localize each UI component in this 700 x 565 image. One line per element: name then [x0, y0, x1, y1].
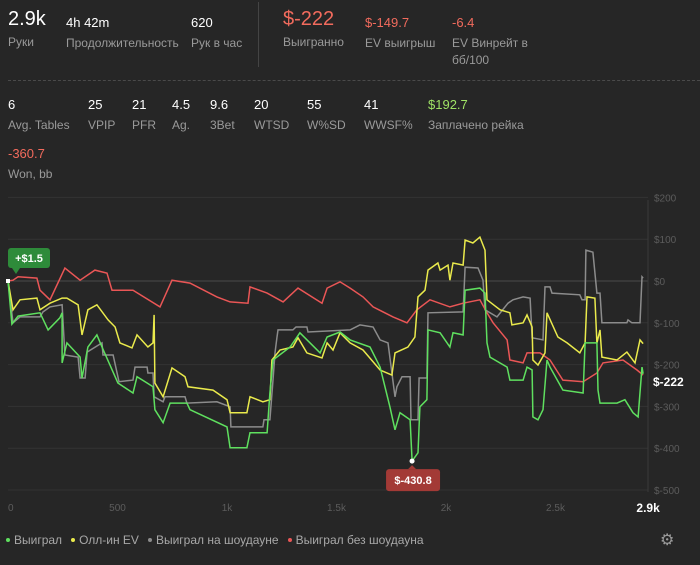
stat-label: Выигранно: [283, 35, 344, 49]
series-line-gray: [7, 249, 644, 428]
x-tick-label: 0: [8, 503, 14, 514]
stat-value: $-222: [283, 8, 335, 30]
stat-value: -6.4: [452, 15, 475, 30]
stat-label: Продолжительность: [66, 36, 179, 50]
stat-label: Рук в час: [191, 36, 243, 50]
stat-label: VPIP: [88, 118, 116, 132]
stat-3bet: 9.6 3Bet: [210, 97, 235, 134]
stat-avg-tables: 6 Avg. Tables: [8, 97, 70, 134]
legend-item-won[interactable]: Выиграл: [6, 533, 62, 547]
stat-value: 4.5: [172, 97, 191, 112]
stat-label: EV Винрейт в бб/100: [452, 36, 528, 67]
legend-item-showdown[interactable]: Выиграл на шоудауне: [147, 533, 279, 547]
stat-value: 620: [191, 15, 213, 30]
stat-value: -360.7: [8, 146, 45, 161]
stat-vpip: 25 VPIP: [88, 97, 115, 134]
stat-label: W%SD: [307, 118, 346, 132]
stat-wtsd: 20 WTSD: [254, 97, 289, 134]
legend-dot: [147, 538, 152, 542]
legend-label: Выиграл на шоудауне: [155, 533, 279, 547]
divider: [258, 2, 259, 67]
chart-legend: Выиграл Олл-ин EV Выиграл на шоудауне Вы…: [6, 533, 424, 547]
x-tick-label: 2k: [441, 503, 453, 514]
legend-item-non-showdown[interactable]: Выиграл без шоудауна: [287, 533, 424, 547]
stat-pfr: 21 PFR: [132, 97, 156, 134]
start-point: [6, 279, 10, 283]
x-tick-label: 2.5k: [546, 503, 566, 514]
y-tick-label: $-400: [654, 444, 680, 455]
stat-ag-: 4.5 Ag.: [172, 97, 190, 134]
gear-icon[interactable]: ⚙: [660, 532, 675, 549]
stat-w-sd: 55 W%SD: [307, 97, 346, 134]
stat-label: EV выигрыш: [365, 36, 436, 50]
dashed-divider: [8, 80, 700, 81]
stat-label: Заплачено рейка: [428, 118, 524, 132]
stat-label: WWSF%: [364, 118, 413, 132]
series-line-green: [7, 280, 644, 464]
legend-label: Олл-ин EV: [79, 533, 139, 547]
stat-value: $-149.7: [365, 15, 410, 30]
y-tick-label: $200: [654, 193, 677, 204]
stat-value: 20: [254, 97, 269, 112]
stat-ev-winrate: -6.4 EV Винрейт в бб/100: [452, 15, 532, 69]
min-point: [409, 458, 415, 464]
stat-value: 9.6: [210, 97, 229, 112]
legend-dot: [71, 538, 76, 542]
stat-value: 4h 42m: [66, 15, 110, 30]
stat-value: 6: [8, 97, 16, 112]
stat-label: 3Bet: [210, 118, 235, 132]
series-line-red: [7, 266, 644, 383]
y-tick-label: $-200: [654, 361, 680, 372]
y-tick-label: $-500: [654, 486, 680, 497]
min-value-tag: $-430.8: [386, 465, 441, 492]
stat-hands-per-hour: 620 Рук в час: [191, 15, 242, 52]
stat-value: 41: [364, 97, 379, 112]
stat-value: 25: [88, 97, 103, 112]
stat-label: Won, bb: [8, 167, 53, 181]
x-tick-label: 1k: [222, 503, 234, 514]
y-tick-label: $100: [654, 235, 677, 246]
legend-item-allin-ev[interactable]: Олл-ин EV: [71, 533, 139, 547]
x-tick-label: 1.5k: [327, 503, 347, 514]
stat-duration: 4h 42m Продолжительность: [66, 15, 179, 52]
stat-ev-won: $-149.7 EV выигрыш: [365, 15, 435, 52]
stat-label: Ag.: [172, 118, 191, 132]
x-end-label: 2.9k: [636, 501, 660, 515]
stat-value: 21: [132, 97, 147, 112]
x-tick-label: 500: [109, 503, 126, 514]
stat-заплачено-рейка: $192.7 Заплачено рейка: [428, 97, 524, 134]
stat-label: Руки: [8, 35, 34, 49]
legend-label: Выиграл без шоудауна: [295, 533, 424, 547]
legend-label: Выиграл: [14, 533, 63, 547]
stat-wwsf-: 41 WWSF%: [364, 97, 413, 134]
legend-dot: [6, 538, 10, 542]
y-tick-label: $0: [654, 277, 666, 288]
legend-dot: [287, 538, 292, 542]
end-value-label: $-222: [653, 375, 684, 389]
y-tick-label: $-300: [654, 402, 680, 413]
stat-won-bb: -360.7 Won, bb: [8, 146, 52, 183]
stat-hands: 2.9k Руки: [8, 8, 46, 51]
y-tick-label: $-100: [654, 319, 680, 330]
start-value-tag: +$1.5: [8, 248, 50, 274]
stat-label: Avg. Tables: [8, 118, 70, 132]
stat-value: 2.9k: [8, 8, 46, 30]
stat-label: PFR: [132, 118, 156, 132]
stat-won: $-222 Выигранно: [283, 8, 344, 51]
stat-value: $192.7: [428, 97, 468, 112]
series-line-yellow: [7, 235, 644, 414]
stat-label: WTSD: [254, 118, 290, 132]
min-value-label: $-430.8: [394, 475, 431, 487]
start-value-label: +$1.5: [15, 253, 43, 265]
stat-value: 55: [307, 97, 322, 112]
